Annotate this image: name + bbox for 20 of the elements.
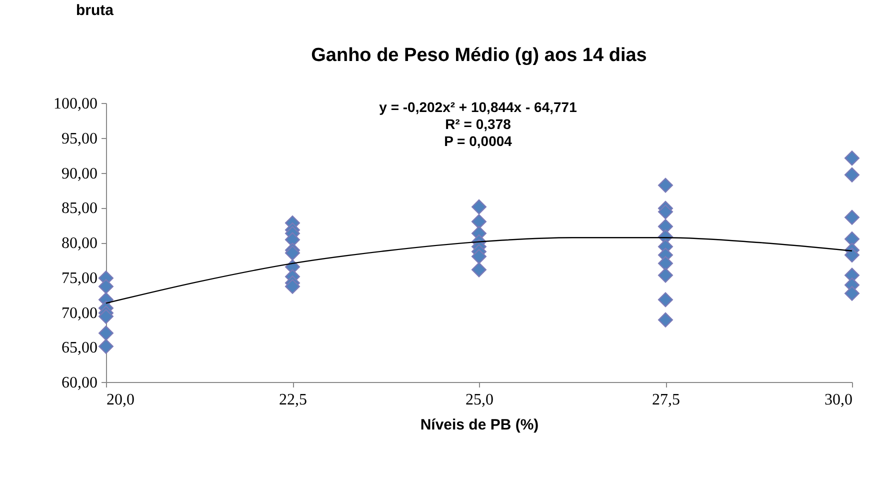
annotation: P = 0,0004 [444,133,512,149]
y-tick-label: 60,00 [62,374,98,392]
chart-title: Ganho de Peso Médio (g) aos 14 dias [311,45,647,66]
annotation: R² = 0,378 [445,116,512,132]
x-tick-label: 25,0 [466,392,494,408]
y-tick-label: 75,00 [62,270,98,287]
y-tick-label: 65,00 [62,340,98,357]
y-tick-label: 90,00 [62,165,98,182]
y-tick-label: 100,00 [54,96,98,112]
x-axis-title: Níveis de PB (%) [420,416,539,434]
y-tick-label: 70,00 [62,304,98,322]
x-tick-label: 20,0 [106,392,134,408]
x-tick-label: 22,5 [279,392,307,408]
y-tick-label: 95,00 [62,130,98,148]
y-tick-label: 80,00 [62,235,98,252]
x-tick-label: 27,5 [652,392,680,408]
y-tick-label: 85,00 [62,200,98,218]
x-tick-label: 30,0 [824,392,852,408]
text: bruta [76,2,114,19]
annotation: y = -0,202x² + 10,844x - 64,771 [379,99,578,115]
